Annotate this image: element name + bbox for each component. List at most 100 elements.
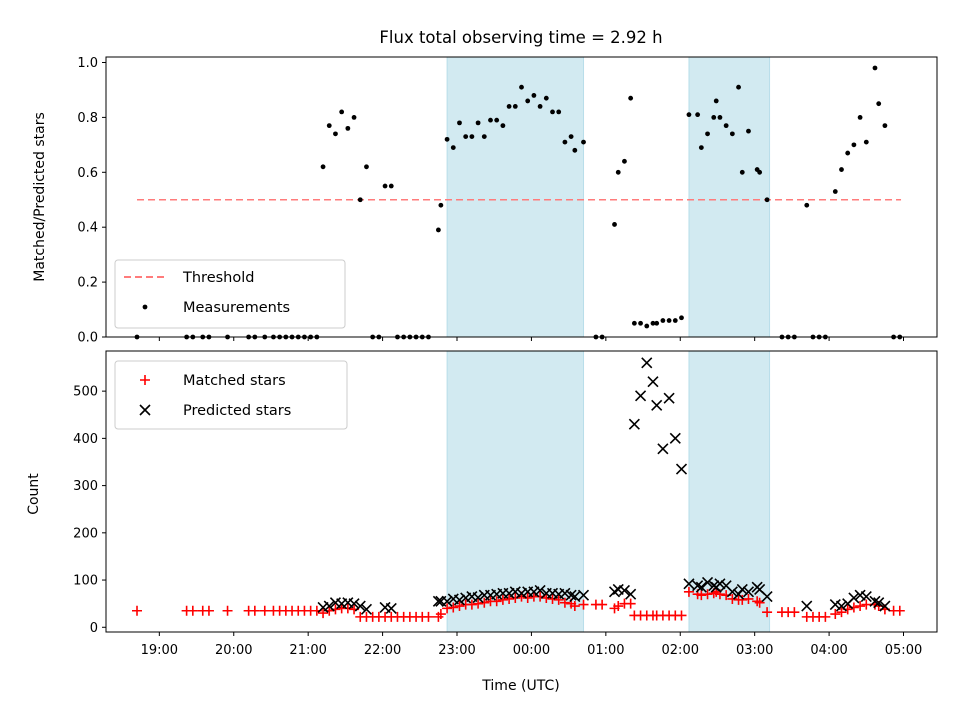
matched-star-point xyxy=(553,594,564,605)
measurement-point xyxy=(345,125,351,131)
measurement-point xyxy=(713,98,719,104)
predicted-star-point xyxy=(385,602,397,614)
measurement-point xyxy=(654,320,660,326)
bottom-y-ticks: 0 100 200 300 400 500 xyxy=(73,385,106,636)
top-y-axis-label: Matched/Predicted stars xyxy=(32,112,48,282)
matched-star-point xyxy=(466,599,477,610)
predicted-star-point xyxy=(726,586,738,598)
y-tick-label: 0 xyxy=(90,621,98,636)
predicted-star-point xyxy=(692,580,704,592)
matched-star-point xyxy=(435,609,446,620)
x-tick-label: 19:00 xyxy=(141,643,178,658)
measurement-point xyxy=(839,167,844,172)
x-tick-label: 05:00 xyxy=(885,643,922,658)
predicted-star-point xyxy=(534,584,546,597)
measurement-point xyxy=(537,104,543,109)
legend-threshold-label: Threshold xyxy=(182,270,254,286)
measurement-point xyxy=(436,227,441,233)
shaded-interval xyxy=(446,56,585,338)
matched-star-point xyxy=(318,608,329,619)
measurement-point xyxy=(622,158,627,164)
measurement-point xyxy=(364,164,369,170)
measurement-point xyxy=(463,134,469,140)
predicted-star-point xyxy=(441,595,453,607)
predicted-star-point xyxy=(360,603,373,615)
measurement-point xyxy=(475,120,481,126)
matched-stars-points xyxy=(132,586,905,622)
predicted-star-point xyxy=(635,390,647,402)
measurement-point xyxy=(660,318,666,323)
bottom-panel: 0 100 200 300 400 500 19:00 20:00 21:00 22:00 23:… xyxy=(26,350,938,694)
matched-star-point xyxy=(743,593,754,604)
predicted-star-point xyxy=(695,581,707,593)
predicted-star-point xyxy=(348,598,360,610)
predicted-star-point xyxy=(354,600,366,612)
legend-matched-swatch xyxy=(140,375,150,385)
legend-predicted-swatch xyxy=(139,404,151,416)
x-tick-label: 22:00 xyxy=(364,643,401,658)
measurement-point xyxy=(746,128,751,134)
predicted-star-point xyxy=(432,595,444,607)
matched-star-point xyxy=(861,599,872,610)
matched-star-point xyxy=(702,589,713,600)
measurement-point xyxy=(320,164,326,170)
matched-star-point xyxy=(727,593,738,604)
bottom-axes-frame xyxy=(105,350,938,633)
measurement-point xyxy=(686,112,692,118)
y-tick-label: 200 xyxy=(73,526,98,541)
legend-matched-marker xyxy=(140,375,150,385)
measurement-point xyxy=(333,131,338,137)
x-tick-label: 03:00 xyxy=(736,643,773,658)
measurement-point xyxy=(581,139,586,145)
measurement-points xyxy=(134,65,903,340)
chart-title: Flux total observing time = 2.92 h xyxy=(379,28,662,47)
x-tick-label: 23:00 xyxy=(438,643,475,658)
predicted-star-point xyxy=(472,591,484,604)
predicted-star-point xyxy=(683,578,695,590)
predicted-star-point xyxy=(569,591,581,603)
predicted-star-point xyxy=(860,591,872,603)
measurement-point xyxy=(672,318,678,323)
measurement-point xyxy=(882,123,888,129)
predicted-star-point xyxy=(736,583,748,596)
x-tick-label: 02:00 xyxy=(662,643,699,658)
measurement-point xyxy=(666,318,672,323)
matched-star-point xyxy=(522,592,533,603)
measurement-point xyxy=(615,169,621,175)
top-axes-frame xyxy=(105,56,938,338)
measurement-point xyxy=(525,98,531,104)
measurement-point xyxy=(650,320,656,326)
predicted-star-point xyxy=(628,418,640,430)
measurement-point xyxy=(382,183,388,189)
y-tick-label: 500 xyxy=(73,385,98,400)
bottom-y-axis-label: Count xyxy=(26,473,42,515)
matched-star-point xyxy=(473,598,484,609)
measurement-point xyxy=(736,84,741,90)
matched-star-point xyxy=(820,611,831,622)
predicted-star-point xyxy=(618,584,631,597)
legend-measurements-swatch xyxy=(142,304,148,310)
matched-star-point xyxy=(497,594,508,605)
x-axis-label: Time (UTC) xyxy=(481,678,559,694)
measurement-point xyxy=(851,142,857,148)
measurement-point xyxy=(339,109,345,115)
measurement-point xyxy=(562,139,568,145)
x-tick-label: 21:00 xyxy=(289,643,326,658)
matched-star-point xyxy=(559,597,570,608)
predicted-star-point xyxy=(453,594,466,606)
legend-predicted-marker xyxy=(139,404,151,416)
matched-star-point xyxy=(187,605,198,616)
predicted-star-point xyxy=(701,576,714,588)
measurement-point xyxy=(556,109,562,115)
predicted-star-point xyxy=(675,463,688,475)
measurement-point xyxy=(543,95,549,101)
matched-star-point xyxy=(442,603,453,614)
measurement-point xyxy=(717,114,723,120)
predicted-star-point xyxy=(801,600,813,612)
shaded-interval xyxy=(446,350,585,633)
matched-star-point xyxy=(830,609,841,620)
measurement-point xyxy=(863,139,869,145)
matched-star-point xyxy=(762,607,773,618)
predicted-star-point xyxy=(873,597,885,609)
measurement-point xyxy=(638,320,643,326)
